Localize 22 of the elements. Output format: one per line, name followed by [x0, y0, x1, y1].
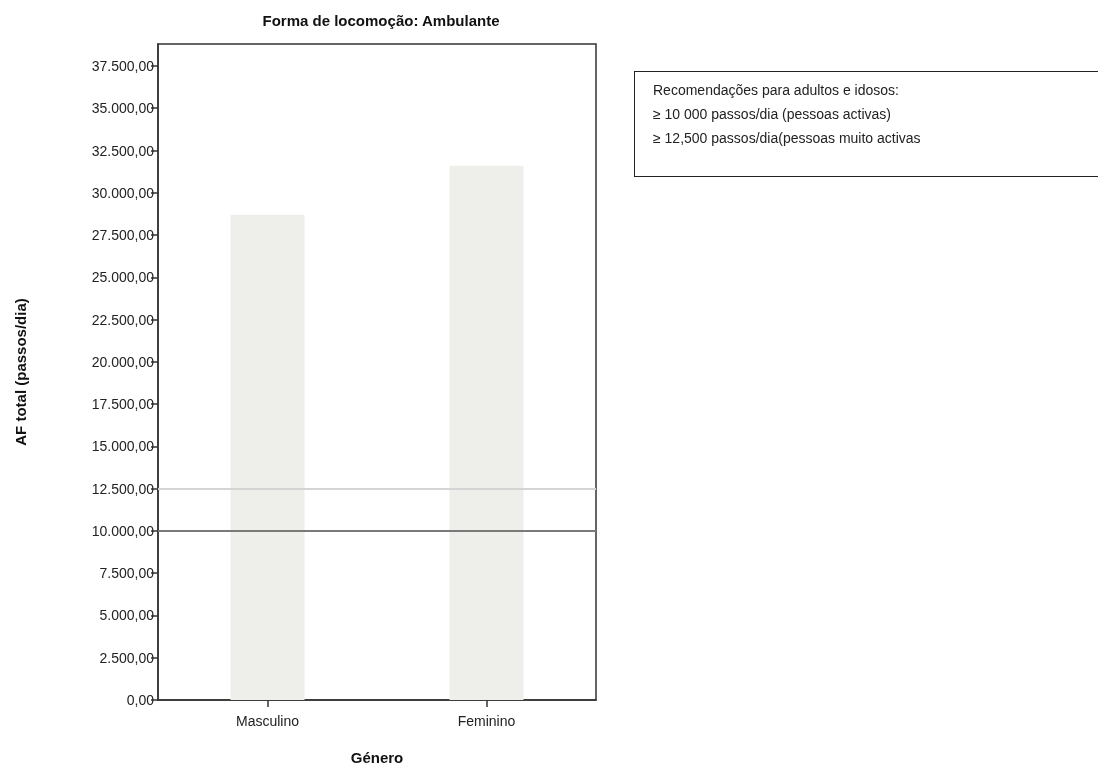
y-axis-title: AF total (passos/dia)	[12, 298, 29, 446]
y-tick-label: 22.500,00	[91, 311, 155, 328]
x-axis-title: Género	[350, 749, 404, 766]
x-tick-label: Masculino	[235, 713, 300, 729]
y-tick-label: 17.500,00	[91, 396, 155, 413]
y-tick-label: 37.500,00	[91, 57, 155, 74]
y-tick-label: 20.000,00	[91, 353, 155, 370]
note-box: Recomendações para adultos e idosos: ≥ 10 000 passos/dia (pessoas activas) ≥ 12,500 passos/dia(pessoas muito activas	[634, 71, 1098, 177]
y-tick-label: 7.500,00	[99, 565, 155, 582]
y-tick-label: 10.000,00	[91, 522, 155, 539]
y-tick-label: 30.000,00	[91, 184, 155, 201]
y-tick-label: 27.500,00	[91, 227, 155, 244]
y-tick-label: 25.000,00	[91, 269, 155, 286]
y-tick-label: 35.000,00	[91, 100, 155, 117]
x-tick-label: Feminino	[457, 713, 516, 729]
y-tick-label: 5.000,00	[99, 607, 155, 624]
chart-title: Forma de locomoção: Ambulante	[262, 12, 500, 29]
y-tick-label: 15.000,00	[91, 438, 155, 455]
y-tick-label: 0,00	[126, 692, 155, 708]
y-tick-label: 32.500,00	[91, 142, 155, 159]
y-tick-label: 12.500,00	[91, 480, 155, 497]
y-tick-label: 2.500,00	[99, 649, 155, 666]
